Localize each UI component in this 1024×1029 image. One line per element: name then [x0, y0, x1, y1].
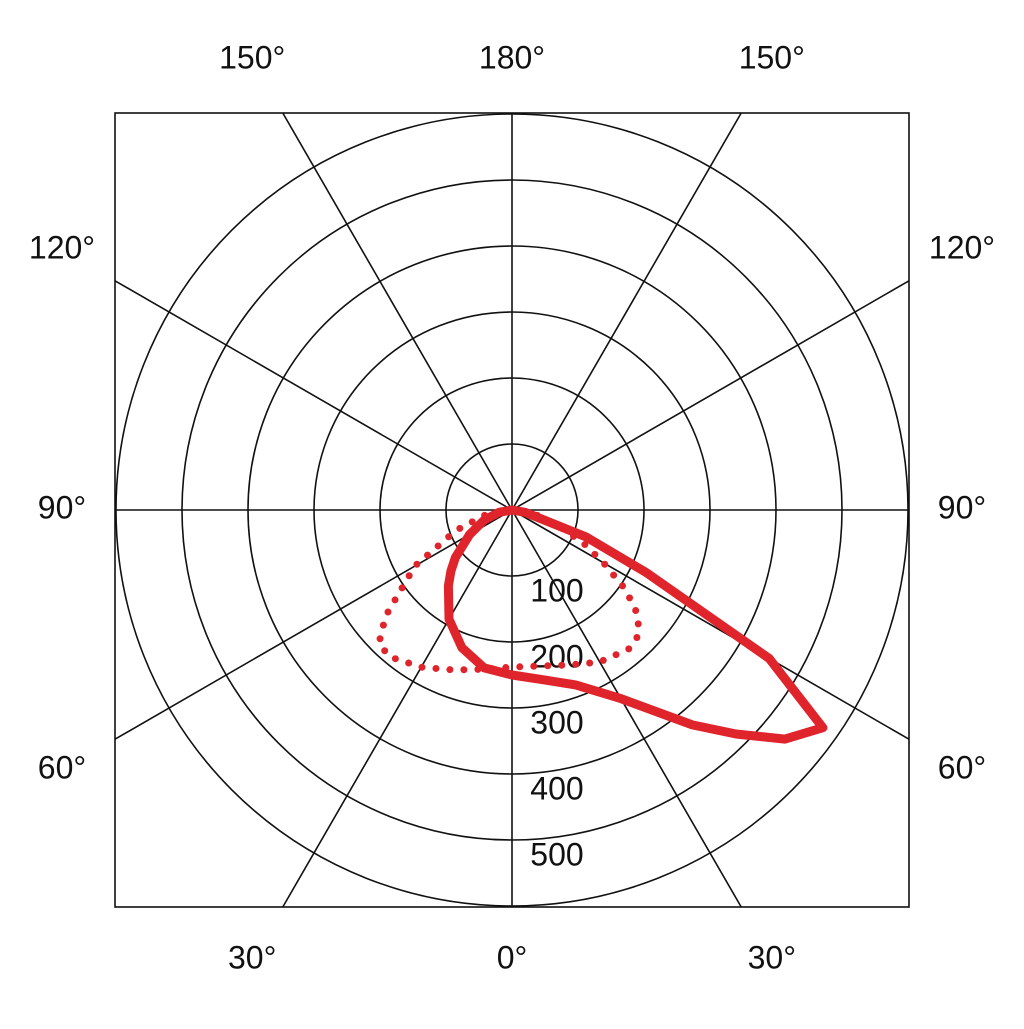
angle-tick-label: 150°: [739, 39, 805, 75]
grid-spoke: [511, 280, 910, 511]
angle-tick-label: 0°: [497, 939, 528, 975]
r-tick-label: 100: [530, 572, 583, 608]
grid-spoke: [282, 509, 513, 908]
angle-tick-label: 120°: [29, 230, 95, 266]
grid-spoke: [511, 112, 742, 511]
grid-spoke: [114, 509, 513, 740]
r-tick-label: 400: [530, 770, 583, 806]
angle-tick-label: 90°: [38, 489, 86, 525]
dotted-curve: [375, 506, 642, 674]
grid-spoke: [282, 112, 513, 511]
angle-tick-label: 30°: [748, 939, 796, 975]
r-tick-label: 300: [530, 704, 583, 740]
grid-spoke: [511, 509, 910, 740]
angle-tick-label: 150°: [219, 39, 285, 75]
angle-tick-label: 120°: [929, 230, 995, 266]
angle-tick-label: 60°: [38, 749, 86, 785]
angle-tick-label: 60°: [938, 749, 986, 785]
angle-tick-label: 30°: [228, 939, 276, 975]
grid-spoke: [511, 509, 742, 908]
r-tick-label: 500: [530, 836, 583, 872]
r-tick-label: 200: [530, 638, 583, 674]
angle-tick-label: 180°: [479, 39, 545, 75]
solid-curve: [443, 505, 828, 744]
grid-spoke: [114, 280, 513, 511]
angle-tick-label: 90°: [938, 489, 986, 525]
